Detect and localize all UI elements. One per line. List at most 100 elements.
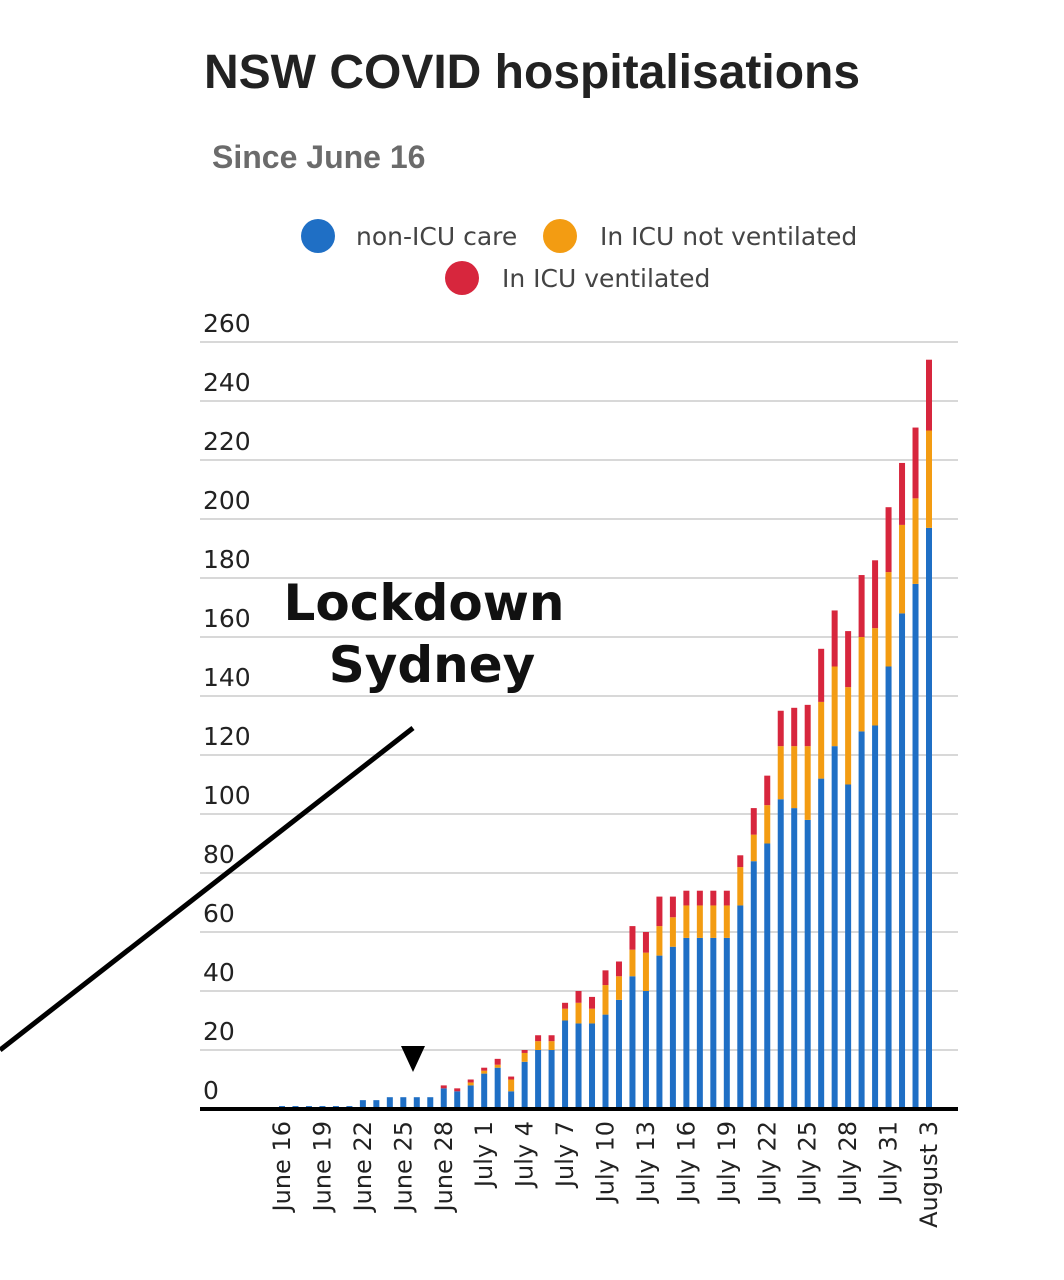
bar-segment-non-icu: [750, 861, 757, 1109]
x-tick-label: June 19: [308, 1121, 336, 1213]
bar-segment-icu-ventilated: [750, 808, 757, 835]
bar-segment-icu-not-ventilated: [804, 746, 811, 820]
bar-segment-non-icu: [602, 1014, 609, 1109]
bar-segment-non-icu: [413, 1097, 420, 1109]
legend-swatch-icu-ventilated: [445, 261, 479, 295]
y-tick-label: 80: [203, 840, 235, 869]
bar-segment-icu-ventilated: [764, 775, 771, 806]
bar-segment-non-icu: [845, 784, 852, 1109]
bar-segment-icu-ventilated: [629, 926, 636, 950]
x-tick-label: June 22: [349, 1121, 377, 1213]
bar-segment-icu-ventilated: [481, 1067, 488, 1071]
bar-segment-non-icu: [912, 583, 919, 1109]
bar-segment-non-icu: [737, 905, 744, 1109]
grid-lines: [200, 341, 958, 1051]
y-tick-label: 240: [203, 368, 251, 397]
y-tick-label: 40: [203, 958, 235, 987]
x-tick-label: July 10: [592, 1121, 620, 1204]
bar-segment-icu-not-ventilated: [562, 1008, 569, 1021]
bar-segment-icu-not-ventilated: [696, 905, 703, 938]
legend-swatch-non-icu: [301, 219, 335, 253]
bar-segment-non-icu: [831, 746, 838, 1109]
bar-segment-non-icu: [440, 1088, 447, 1109]
x-tick-label: July 1: [470, 1121, 498, 1189]
bar-segment-icu-ventilated: [615, 961, 622, 977]
bar-segment-non-icu: [589, 1023, 596, 1109]
bar-segment-icu-ventilated: [710, 890, 717, 906]
bar-segment-icu-ventilated: [656, 896, 663, 927]
x-tick-label: June 28: [430, 1121, 458, 1213]
legend-label-non-icu: non-ICU care: [356, 222, 517, 251]
y-tick-label: 60: [203, 899, 235, 928]
bar-segment-non-icu: [818, 778, 825, 1109]
bar-segment-icu-not-ventilated: [723, 905, 730, 938]
arrow-head-icon: [401, 1046, 425, 1072]
x-axis-ticks: June 16 June 19 June 22 June 25 June 28 July …: [268, 1121, 943, 1228]
bar-segment-non-icu: [885, 666, 892, 1109]
bar-segment-non-icu: [872, 725, 879, 1109]
bar-segment-non-icu: [548, 1050, 555, 1109]
bar-segment-icu-not-ventilated: [521, 1052, 528, 1062]
bar-segment-icu-ventilated: [642, 932, 649, 953]
bar-segment-icu-not-ventilated: [548, 1041, 555, 1050]
y-tick-label: 100: [203, 781, 251, 810]
bar-segment-icu-not-ventilated: [926, 430, 932, 528]
bar-segment-non-icu: [696, 937, 703, 1109]
bar-segment-icu-ventilated: [885, 507, 892, 573]
x-tick-label: July 31: [875, 1121, 903, 1204]
bar-segment-icu-not-ventilated: [575, 1002, 582, 1024]
bar-segment-icu-ventilated: [521, 1050, 528, 1053]
bar-segment-icu-ventilated: [602, 970, 609, 986]
bar-segment-icu-ventilated: [845, 631, 852, 688]
annotation-line-1: Lockdown: [283, 574, 564, 632]
bar-segment-non-icu: [508, 1091, 515, 1109]
bar-segment-icu-ventilated: [737, 855, 744, 868]
y-tick-label: 20: [203, 1017, 235, 1046]
x-tick-label: July 13: [632, 1121, 660, 1204]
bar-segment-icu-ventilated: [804, 704, 811, 747]
bar-segment-non-icu: [521, 1061, 528, 1109]
bar-segment-icu-not-ventilated: [899, 524, 906, 614]
y-tick-label: 180: [203, 545, 251, 574]
bar-segment-non-icu: [791, 808, 798, 1109]
bar-segment-non-icu: [683, 937, 690, 1109]
bar-segment-icu-not-ventilated: [912, 498, 919, 584]
bar-segment-non-icu: [454, 1091, 461, 1109]
bar-segment-icu-ventilated: [467, 1079, 474, 1083]
y-tick-label: 120: [203, 722, 251, 751]
bar-segment-non-icu: [359, 1100, 366, 1109]
legend: non-ICU care In ICU not ventilated In IC…: [301, 219, 857, 295]
x-tick-label: July 7: [551, 1121, 579, 1189]
y-tick-label: 220: [203, 427, 251, 456]
chart-subtitle: Since June 16: [212, 139, 425, 175]
bar-segment-icu-not-ventilated: [818, 701, 825, 779]
bar-segment-icu-not-ventilated: [710, 905, 717, 938]
bar-segment-icu-ventilated: [926, 359, 932, 431]
legend-label-icu-not-ventilated: In ICU not ventilated: [600, 222, 857, 251]
bar-segment-icu-ventilated: [872, 560, 879, 629]
bar-segment-icu-ventilated: [548, 1035, 555, 1042]
arrow-shaft: [0, 726, 415, 1052]
bar-segment-icu-not-ventilated: [845, 687, 852, 785]
bar-segment-icu-not-ventilated: [481, 1070, 488, 1074]
bar-segment-icu-ventilated: [669, 896, 676, 918]
bar-segment-icu-not-ventilated: [615, 976, 622, 1000]
lockdown-annotation: Lockdown Sydney: [0, 574, 565, 1072]
x-tick-label: July 16: [672, 1121, 700, 1204]
x-tick-label: June 16: [268, 1121, 296, 1213]
bar-segment-icu-not-ventilated: [737, 867, 744, 906]
y-tick-label: 160: [203, 604, 251, 633]
bar-segment-icu-ventilated: [696, 890, 703, 906]
bar-segment-icu-not-ventilated: [494, 1064, 501, 1068]
x-tick-label: August 3: [915, 1121, 943, 1228]
bar-segment-non-icu: [427, 1097, 434, 1109]
bar-segment-icu-ventilated: [831, 610, 838, 667]
bar-segment-icu-ventilated: [723, 890, 730, 906]
x-tick-label: July 22: [753, 1121, 781, 1204]
bar-segment-icu-not-ventilated: [629, 949, 636, 977]
x-tick-label: June 25: [389, 1121, 417, 1213]
bar-segment-icu-ventilated: [791, 707, 798, 747]
chart-title: NSW COVID hospitalisations: [204, 46, 860, 99]
bar-segment-non-icu: [710, 937, 717, 1109]
